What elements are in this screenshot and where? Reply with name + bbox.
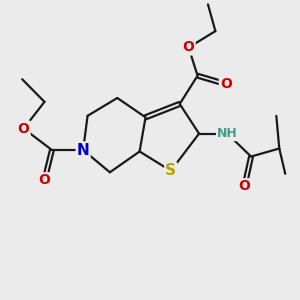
Text: NH: NH: [217, 127, 238, 140]
Text: S: S: [165, 163, 176, 178]
Text: O: O: [238, 179, 250, 193]
Text: O: O: [38, 173, 50, 187]
Text: O: O: [18, 122, 30, 136]
Text: O: O: [220, 77, 232, 91]
Text: N: N: [77, 142, 89, 158]
Text: O: O: [183, 40, 195, 55]
